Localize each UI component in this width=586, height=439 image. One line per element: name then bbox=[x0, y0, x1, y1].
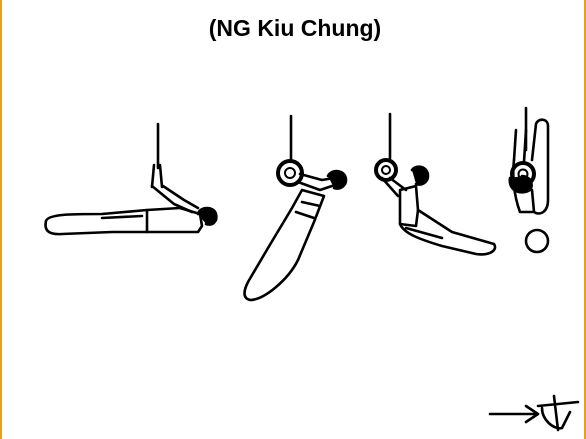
ring-inner bbox=[285, 168, 295, 178]
arrow-head bbox=[526, 406, 538, 422]
body-outline bbox=[514, 120, 548, 214]
body-outline bbox=[245, 190, 325, 300]
element-title: (NG Kiu Chung) bbox=[208, 15, 382, 41]
legs bbox=[400, 210, 495, 254]
head bbox=[510, 176, 532, 192]
phase-2-diagonal-figure bbox=[245, 116, 347, 300]
ring bbox=[376, 160, 396, 180]
phase-4-inverted-figure bbox=[510, 108, 548, 252]
phase-3-pike-figure bbox=[376, 114, 495, 254]
t-symbol bbox=[538, 396, 578, 430]
head bbox=[198, 208, 216, 225]
head bbox=[412, 167, 428, 185]
body-outline bbox=[46, 208, 202, 234]
arrow-t-notation-symbol bbox=[490, 396, 578, 430]
ring bbox=[278, 161, 302, 185]
head bbox=[328, 171, 346, 188]
phase-1-horizontal-figure bbox=[46, 124, 217, 234]
arm bbox=[163, 186, 198, 208]
leg-detail bbox=[406, 228, 442, 238]
ring-inner bbox=[382, 166, 390, 174]
landing-circle bbox=[526, 230, 548, 252]
arm bbox=[382, 178, 406, 196]
ring-strap bbox=[152, 165, 162, 187]
body-detail bbox=[296, 202, 320, 218]
torso bbox=[400, 186, 418, 226]
body-detail bbox=[102, 210, 147, 232]
